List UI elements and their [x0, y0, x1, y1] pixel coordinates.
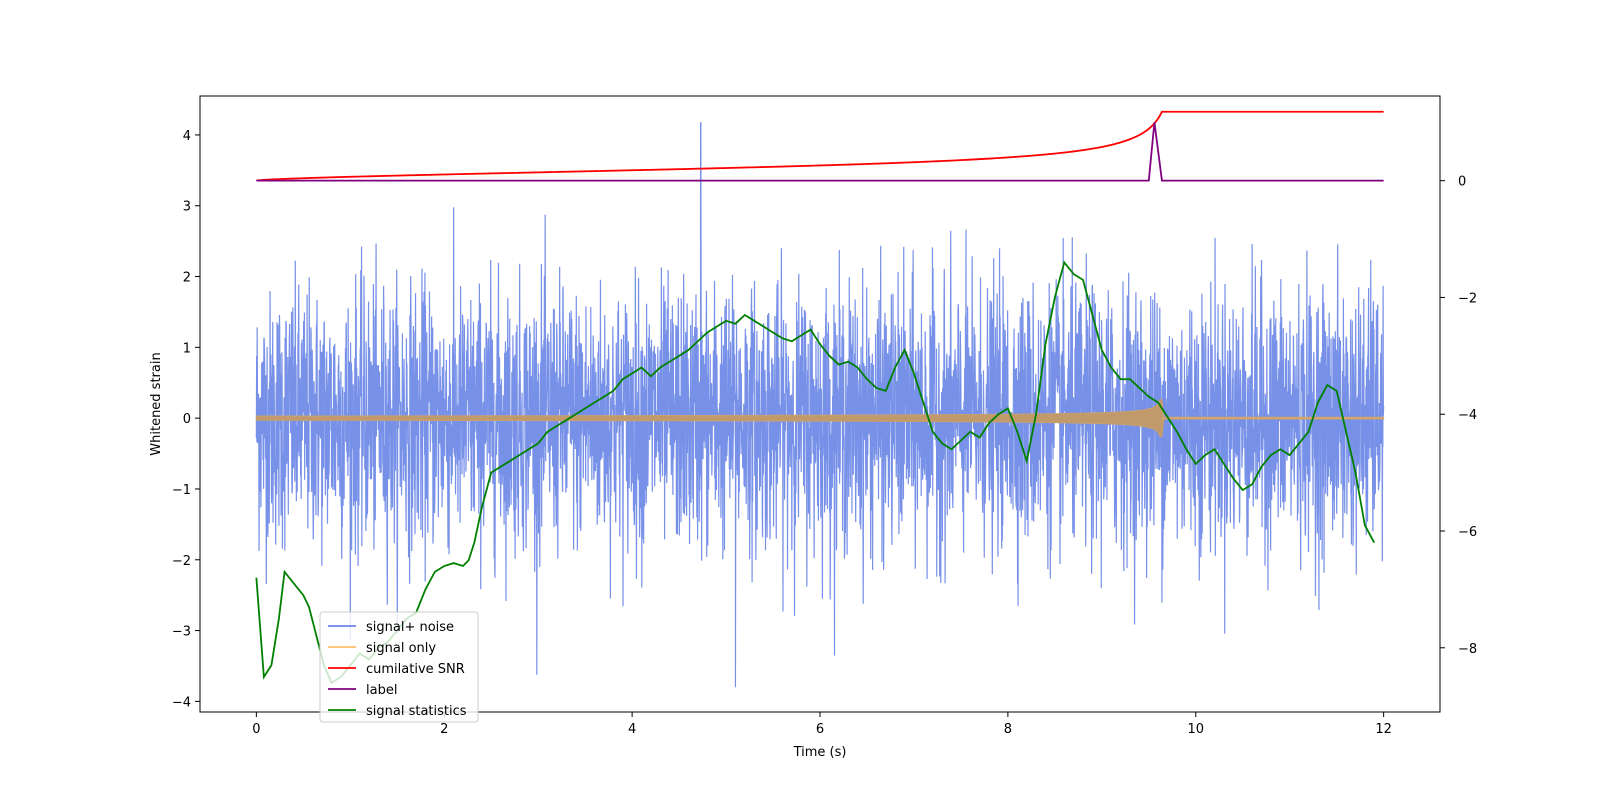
y-tick-label: 0 — [183, 412, 191, 427]
data-layer — [255, 110, 1385, 688]
x-axis-label: Time (s) — [793, 745, 847, 760]
series-cumulative-snr-line — [256, 110, 1384, 182]
y-axis-label: Whitened strain — [149, 352, 164, 455]
series-label-line — [256, 122, 1384, 182]
legend-label: cumilative SNR — [366, 662, 465, 677]
legend-label: signal statistics — [366, 704, 467, 719]
y-tick-label: −2 — [172, 554, 191, 569]
legend-label: signal only — [366, 641, 436, 656]
legend-box — [319, 611, 479, 723]
y2-tick-label: 0 — [1458, 175, 1466, 190]
y-tick-label: −1 — [172, 483, 191, 498]
x-tick-label: 12 — [1375, 722, 1392, 737]
y-tick-label: 3 — [183, 200, 191, 215]
y2-tick-label: −6 — [1458, 525, 1477, 540]
legend: signal+ noise signal only cumilative SNR la… — [319, 611, 479, 723]
x-tick-label: 2 — [440, 722, 448, 737]
legend-label: label — [366, 683, 397, 698]
y-tick-label: 2 — [183, 271, 191, 286]
y2-tick-label: −8 — [1458, 642, 1477, 657]
series-signal-only-band — [255, 399, 1385, 438]
x-tick-label: 8 — [1004, 722, 1012, 737]
x-tick-label: 4 — [628, 722, 636, 737]
y2-tick-label: −2 — [1458, 291, 1477, 306]
series-signal-statistics-line — [255, 260, 1376, 685]
series-signal-noise-line — [255, 122, 1385, 688]
y-tick-label: 4 — [183, 129, 191, 144]
y-tick-label: −3 — [172, 625, 191, 640]
y2-tick-label: −4 — [1458, 408, 1477, 423]
y-tick-label: 1 — [183, 341, 191, 356]
y-tick-label: −4 — [172, 695, 191, 710]
x-tick-label: 10 — [1187, 722, 1204, 737]
x-tick-label: 0 — [252, 722, 260, 737]
legend-label: signal+ noise — [366, 620, 454, 635]
x-tick-label: 6 — [816, 722, 824, 737]
